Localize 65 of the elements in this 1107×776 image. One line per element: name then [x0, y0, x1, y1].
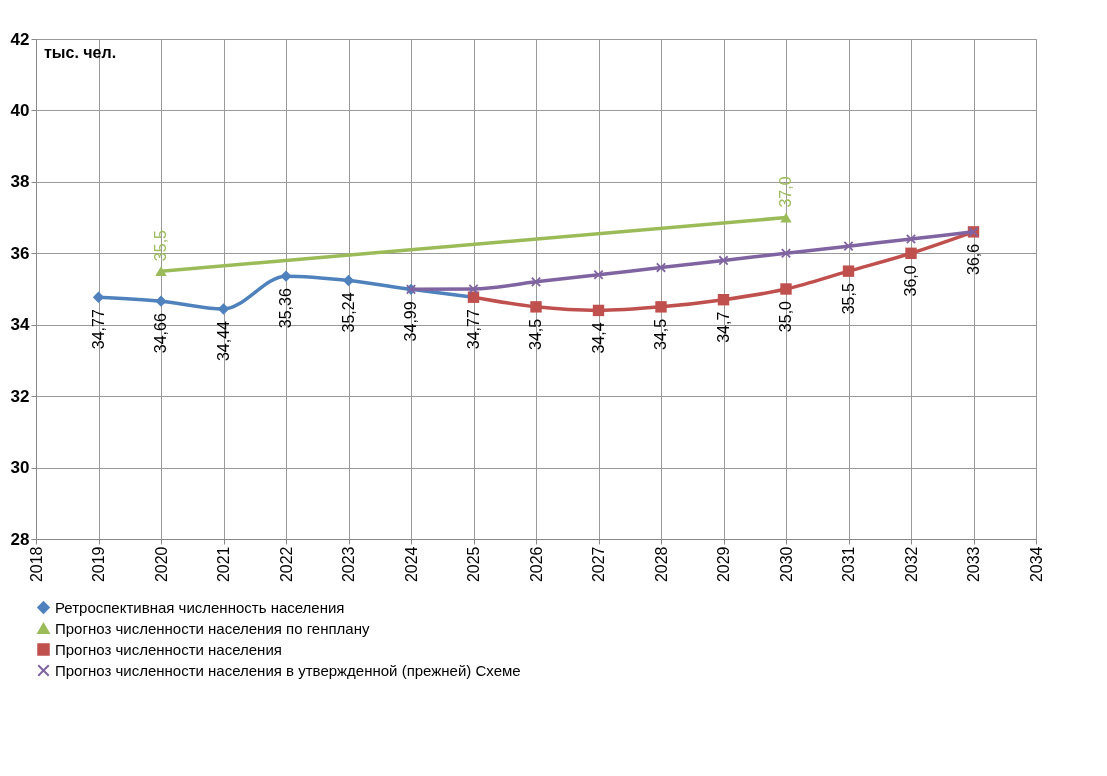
- data-label: 34,4: [589, 322, 607, 354]
- point: [780, 283, 792, 295]
- x-tick-label: 2030: [777, 546, 795, 583]
- x-tick-label: 2018: [27, 546, 45, 583]
- data-label: 34,7: [714, 311, 732, 343]
- x-tick-label: 2019: [90, 546, 107, 583]
- legend-label: Прогноз численности населения в утвержденной (прежней) Схеме: [55, 661, 521, 679]
- data-label: 34,66: [152, 313, 169, 354]
- x-tick-label: 2025: [465, 546, 482, 583]
- data-label: 36,0: [902, 265, 919, 297]
- x-tick-label: 2033: [965, 546, 982, 583]
- point: [905, 247, 917, 259]
- point: [717, 294, 730, 306]
- point: [905, 233, 917, 245]
- x-tick-label: 2034: [1027, 546, 1045, 583]
- point: [655, 262, 667, 273]
- data-label: 34,5: [527, 318, 544, 350]
- data-label: 37,0: [777, 176, 794, 208]
- x-tick-label: 2029: [715, 546, 732, 583]
- y-tick-label: 34: [10, 315, 31, 335]
- x-tick-label: 2031: [840, 546, 857, 583]
- point: [592, 304, 605, 317]
- y-tick-label: 42: [10, 29, 30, 49]
- y-tick-label: 40: [10, 100, 30, 120]
- point: [280, 270, 292, 282]
- legend-label: Прогноз численности населения: [55, 640, 282, 658]
- x-tick-label: 2027: [590, 546, 607, 583]
- x-tick-label: 2026: [527, 546, 545, 583]
- x-tick-label: 2022: [277, 546, 295, 583]
- point: [718, 255, 729, 266]
- point: [843, 241, 854, 252]
- y-tick-label: 30: [10, 458, 30, 478]
- data-label: 35,0: [777, 300, 794, 333]
- legend-label: Ретроспективная численность населения: [55, 598, 345, 616]
- x-tick-label: 2032: [902, 546, 920, 583]
- data-label: 36,6: [964, 243, 982, 275]
- data-label: 34,77: [89, 309, 107, 350]
- point: [530, 301, 542, 313]
- y-tick-label: 38: [10, 172, 30, 192]
- legend-label: Прогноз численности населения по генплану: [55, 619, 370, 637]
- point: [468, 283, 479, 295]
- point: [342, 274, 355, 287]
- point: [593, 269, 604, 280]
- x-tick-label: 2028: [652, 546, 670, 583]
- data-label: 34,77: [464, 309, 482, 350]
- x-tick-label: 2021: [215, 546, 232, 583]
- point: [655, 301, 667, 313]
- y-tick-label: 28: [10, 529, 30, 549]
- data-label: 35,24: [339, 292, 357, 333]
- data-label: 35,36: [277, 288, 294, 329]
- point: [530, 276, 542, 287]
- data-label: 34,99: [402, 301, 419, 342]
- x-tick-label: 2023: [340, 546, 357, 583]
- x-tick-label: 2020: [152, 546, 170, 583]
- y-axis-title: тыс. чел.: [44, 44, 117, 61]
- y-tick-label: 32: [10, 386, 30, 406]
- data-label: 34,44: [214, 320, 232, 362]
- point: [780, 248, 792, 259]
- data-label: 35,5: [839, 283, 857, 315]
- point: [155, 295, 167, 307]
- y-tick-label: 36: [10, 243, 30, 263]
- point: [842, 265, 855, 277]
- data-label: 34,5: [652, 318, 669, 350]
- x-tick-label: 2024: [402, 546, 420, 583]
- data-label: 35,5: [152, 229, 169, 262]
